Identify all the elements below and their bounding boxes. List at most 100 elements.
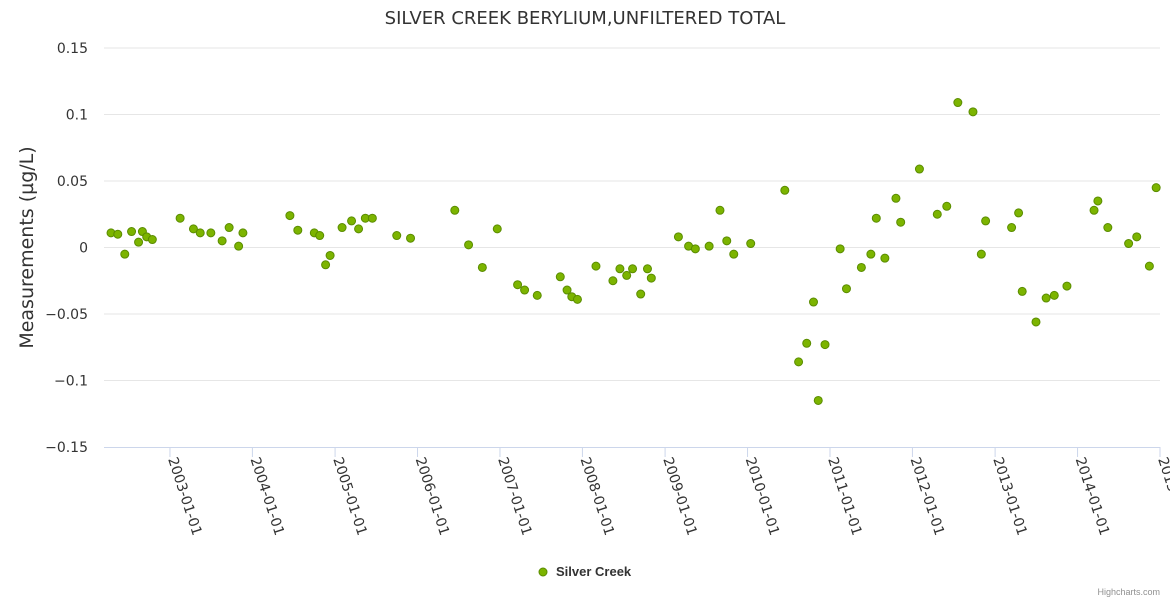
data-point[interactable] <box>321 260 331 270</box>
data-point[interactable] <box>406 233 416 243</box>
data-point[interactable] <box>715 205 725 215</box>
data-point[interactable] <box>1144 261 1154 271</box>
x-tick-label: 2005-01-01 <box>329 455 369 537</box>
data-point[interactable] <box>206 228 216 238</box>
data-point[interactable] <box>224 223 234 233</box>
data-point[interactable] <box>729 249 739 259</box>
data-point[interactable] <box>880 253 890 263</box>
data-point[interactable] <box>968 107 978 117</box>
data-point[interactable] <box>976 249 986 259</box>
data-point[interactable] <box>896 217 906 227</box>
data-point[interactable] <box>555 272 565 282</box>
data-point[interactable] <box>532 290 542 300</box>
data-point[interactable] <box>1103 223 1113 233</box>
data-point[interactable] <box>464 240 474 250</box>
data-point[interactable] <box>492 224 502 234</box>
x-tick-label: 2004-01-01 <box>247 455 287 537</box>
data-point[interactable] <box>690 244 700 254</box>
data-point[interactable] <box>337 223 347 233</box>
data-point[interactable] <box>450 205 460 215</box>
data-point[interactable] <box>646 273 656 283</box>
data-point[interactable] <box>1151 183 1161 193</box>
data-point[interactable] <box>315 231 325 241</box>
data-point[interactable] <box>808 297 818 307</box>
data-point[interactable] <box>238 228 248 238</box>
y-tick-label: 0 <box>79 241 88 257</box>
data-point[interactable] <box>347 216 357 226</box>
data-point[interactable] <box>120 249 130 259</box>
legend-label[interactable]: Silver Creek <box>556 564 632 579</box>
data-point[interactable] <box>802 338 812 348</box>
data-point[interactable] <box>234 241 244 251</box>
data-point[interactable] <box>285 211 295 221</box>
data-point[interactable] <box>1124 239 1134 249</box>
legend[interactable]: Silver Creek <box>538 564 632 579</box>
data-point[interactable] <box>147 235 157 245</box>
data-point[interactable] <box>1017 286 1027 296</box>
data-point[interactable] <box>513 280 523 290</box>
data-point[interactable] <box>622 270 632 280</box>
data-point[interactable] <box>615 264 625 274</box>
y-axis-tick-labels: 0.15 0.1 0.05 0 −0.05 −0.1 −0.15 <box>45 41 88 456</box>
data-point[interactable] <box>866 249 876 259</box>
data-point[interactable] <box>981 216 991 226</box>
series-silver-creek[interactable] <box>106 98 1161 405</box>
data-point[interactable] <box>722 236 732 246</box>
data-point[interactable] <box>856 262 866 272</box>
data-point[interactable] <box>127 227 137 237</box>
data-point[interactable] <box>608 276 618 286</box>
data-point[interactable] <box>354 224 364 234</box>
data-point[interactable] <box>175 213 185 223</box>
data-point[interactable] <box>1049 290 1059 300</box>
data-point[interactable] <box>914 164 924 174</box>
data-point[interactable] <box>891 193 901 203</box>
data-point[interactable] <box>780 185 790 195</box>
x-tick-label: 2010-01-01 <box>742 455 782 537</box>
data-point[interactable] <box>188 224 198 234</box>
data-point[interactable] <box>477 262 487 272</box>
data-point[interactable] <box>591 261 601 271</box>
credits-link[interactable]: Highcharts.com <box>1097 587 1160 597</box>
data-point[interactable] <box>794 357 804 367</box>
data-point[interactable] <box>636 289 646 299</box>
data-point[interactable] <box>871 213 881 223</box>
data-point[interactable] <box>293 225 303 235</box>
y-tick-label: −0.15 <box>45 440 88 456</box>
data-point[interactable] <box>325 250 335 260</box>
data-point[interactable] <box>746 239 756 249</box>
y-tick-label: 0.15 <box>57 41 88 57</box>
data-point[interactable] <box>704 241 714 251</box>
data-point[interactable] <box>392 231 402 241</box>
x-tick-label: 2015-01-01 <box>1154 455 1170 537</box>
data-point[interactable] <box>195 228 205 238</box>
data-point[interactable] <box>642 264 652 274</box>
data-point[interactable] <box>1041 293 1051 303</box>
data-point[interactable] <box>673 232 683 242</box>
data-point[interactable] <box>813 395 823 405</box>
data-point[interactable] <box>820 340 830 350</box>
x-axis-ticks: 2003-01-01 2004-01-01 2005-01-01 2006-01-01… <box>164 447 1170 538</box>
data-point[interactable] <box>841 284 851 294</box>
data-point[interactable] <box>1007 223 1017 233</box>
data-point[interactable] <box>1093 196 1103 206</box>
data-point[interactable] <box>835 244 845 254</box>
data-point[interactable] <box>628 264 638 274</box>
x-tick-label: 2009-01-01 <box>659 455 699 537</box>
data-point[interactable] <box>217 236 227 246</box>
data-point[interactable] <box>520 285 530 295</box>
data-point[interactable] <box>932 209 942 219</box>
data-point[interactable] <box>1014 208 1024 218</box>
data-point[interactable] <box>953 98 963 108</box>
data-point[interactable] <box>562 285 572 295</box>
data-point[interactable] <box>1062 281 1072 291</box>
x-tick-label: 2007-01-01 <box>494 455 534 537</box>
data-point[interactable] <box>1132 232 1142 242</box>
data-point[interactable] <box>134 237 144 247</box>
data-point[interactable] <box>942 201 952 211</box>
data-point[interactable] <box>572 294 582 304</box>
data-point[interactable] <box>1031 317 1041 327</box>
data-point[interactable] <box>367 213 377 223</box>
data-point[interactable] <box>113 229 123 239</box>
data-point[interactable] <box>1089 205 1099 215</box>
